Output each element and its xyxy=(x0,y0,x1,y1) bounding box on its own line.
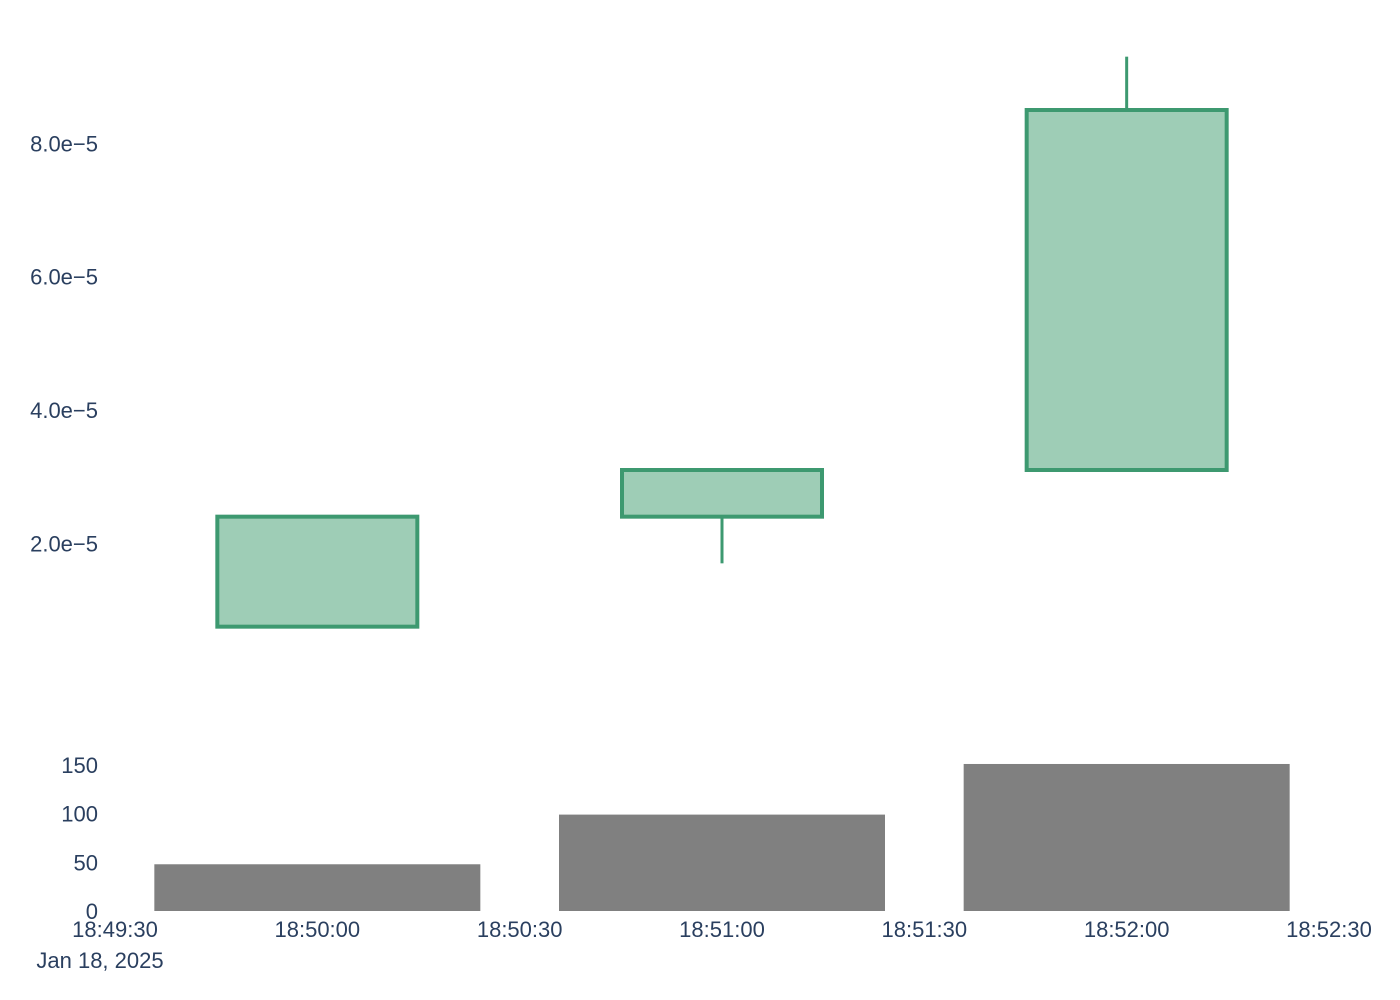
price-y-axis: 2.0e−5 4.0e−5 6.0e−5 8.0e−5 xyxy=(30,131,98,556)
x-axis: 18:49:30 18:50:00 18:50:30 18:51:00 18:51:30… xyxy=(72,917,1372,942)
price-y-tick-label: 6.0e−5 xyxy=(30,265,98,290)
candle-body xyxy=(620,468,824,519)
candle-body xyxy=(1024,108,1229,472)
volume-bar xyxy=(154,864,481,911)
candle xyxy=(620,468,824,564)
candle xyxy=(215,514,420,629)
x-tick-label: 18:50:30 xyxy=(477,917,563,942)
candle xyxy=(1024,56,1229,472)
candle-body xyxy=(215,514,420,629)
candlestick-series xyxy=(215,56,1229,629)
price-y-tick-label: 8.0e−5 xyxy=(30,131,98,156)
volume-y-tick-label: 0 xyxy=(86,899,98,924)
volume-bar xyxy=(559,814,885,911)
x-tick-label: 18:51:30 xyxy=(882,917,968,942)
price-y-tick-label: 2.0e−5 xyxy=(30,531,98,556)
volume-bar xyxy=(963,763,1290,911)
volume-y-tick-label: 150 xyxy=(61,753,98,778)
price-y-tick-label: 4.0e−5 xyxy=(30,398,98,423)
x-tick-label: 18:52:30 xyxy=(1286,917,1372,942)
x-tick-label: 18:51:00 xyxy=(679,917,765,942)
x-tick-label: 18:49:30 xyxy=(72,917,158,942)
volume-y-tick-label: 100 xyxy=(61,802,98,827)
x-axis-date-label: Jan 18, 2025 xyxy=(36,948,163,973)
x-tick-label: 18:52:00 xyxy=(1084,917,1170,942)
volume-y-tick-label: 50 xyxy=(74,850,98,875)
volume-bar-series xyxy=(154,763,1290,911)
volume-y-axis: 0 50 100 150 xyxy=(61,753,98,924)
x-tick-label: 18:50:00 xyxy=(275,917,361,942)
